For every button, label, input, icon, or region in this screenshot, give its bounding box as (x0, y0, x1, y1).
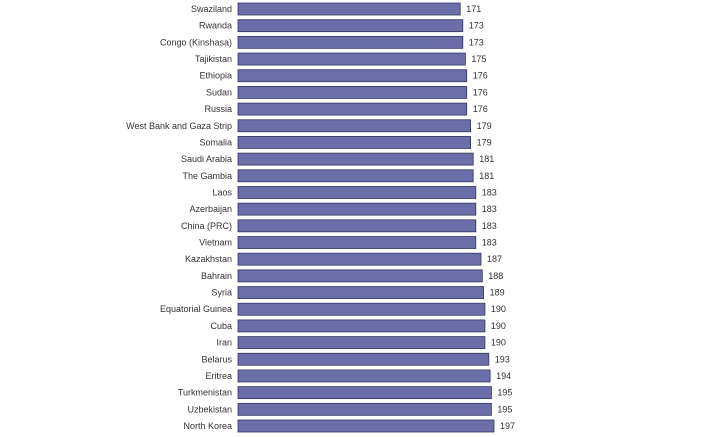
bar (237, 2, 461, 16)
value-label: 183 (482, 221, 497, 231)
category-label: Syria (211, 288, 232, 298)
bar (237, 319, 486, 333)
category-label: Russia (204, 104, 232, 114)
value-label: 188 (488, 271, 503, 281)
value-label: 181 (479, 171, 494, 181)
value-label: 193 (495, 354, 510, 364)
category-label: China (PRC) (181, 221, 232, 231)
value-label: 173 (469, 37, 484, 47)
value-label: 173 (469, 21, 484, 31)
category-label: Swaziland (191, 4, 232, 14)
bar (237, 52, 466, 66)
category-label: Iran (216, 338, 232, 348)
bar (237, 86, 468, 99)
bar (237, 402, 492, 416)
category-label: Bahrain (201, 271, 232, 281)
bar (237, 252, 482, 266)
category-label: Ethiopia (199, 71, 232, 81)
value-label: 179 (477, 121, 492, 131)
value-label: 183 (482, 238, 497, 248)
category-label: Sudan (206, 87, 232, 97)
value-label: 190 (491, 338, 506, 348)
bar (237, 19, 464, 33)
bar (237, 152, 474, 166)
bar (237, 102, 468, 116)
category-label: Tajikistan (195, 54, 232, 64)
category-label: Somalia (199, 137, 232, 147)
bar (237, 186, 477, 199)
bar (237, 119, 472, 133)
category-label: The Gambia (182, 171, 232, 181)
value-label: 183 (482, 187, 497, 197)
bar (237, 419, 495, 433)
value-label: 195 (497, 388, 512, 398)
category-label: Turkmenistan (178, 388, 232, 398)
category-label: Saudi Arabia (181, 154, 232, 164)
bar (237, 236, 477, 249)
category-label: North Korea (183, 421, 232, 431)
category-label: Azerbaijan (189, 204, 232, 214)
bar (237, 302, 486, 316)
bar (237, 336, 486, 350)
category-label: Kazakhstan (185, 254, 232, 264)
value-label: 175 (471, 54, 486, 64)
bar (237, 202, 477, 216)
category-label: Laos (212, 187, 232, 197)
value-label: 190 (491, 304, 506, 314)
value-label: 171 (466, 4, 481, 14)
value-label: 189 (490, 288, 505, 298)
bar (237, 136, 472, 149)
value-label: 181 (479, 154, 494, 164)
category-label: Cuba (210, 321, 232, 331)
value-label: 176 (473, 71, 488, 81)
value-label: 187 (487, 254, 502, 264)
bar (237, 369, 491, 383)
category-label: Belarus (201, 354, 232, 364)
category-label: West Bank and Gaza Strip (126, 121, 232, 131)
category-label: Equatorial Guinea (160, 304, 232, 314)
bar (237, 386, 492, 400)
value-label: 197 (500, 421, 515, 431)
value-label: 190 (491, 321, 506, 331)
value-label: 179 (477, 137, 492, 147)
category-label: Vietnam (199, 238, 232, 248)
bar (237, 35, 464, 49)
bar (237, 219, 477, 233)
value-label: 195 (497, 404, 512, 414)
bar (237, 269, 483, 283)
bar (237, 286, 485, 299)
category-label: Rwanda (199, 21, 232, 31)
category-label: Uzbekistan (187, 404, 232, 414)
value-label: 183 (482, 204, 497, 214)
bar (237, 69, 468, 83)
value-label: 176 (473, 104, 488, 114)
category-label: Eritrea (205, 371, 232, 381)
category-label: Congo (Kinshasa) (160, 37, 232, 47)
value-label: 194 (496, 371, 511, 381)
bar (237, 169, 474, 183)
bar (237, 352, 490, 366)
value-label: 176 (473, 87, 488, 97)
